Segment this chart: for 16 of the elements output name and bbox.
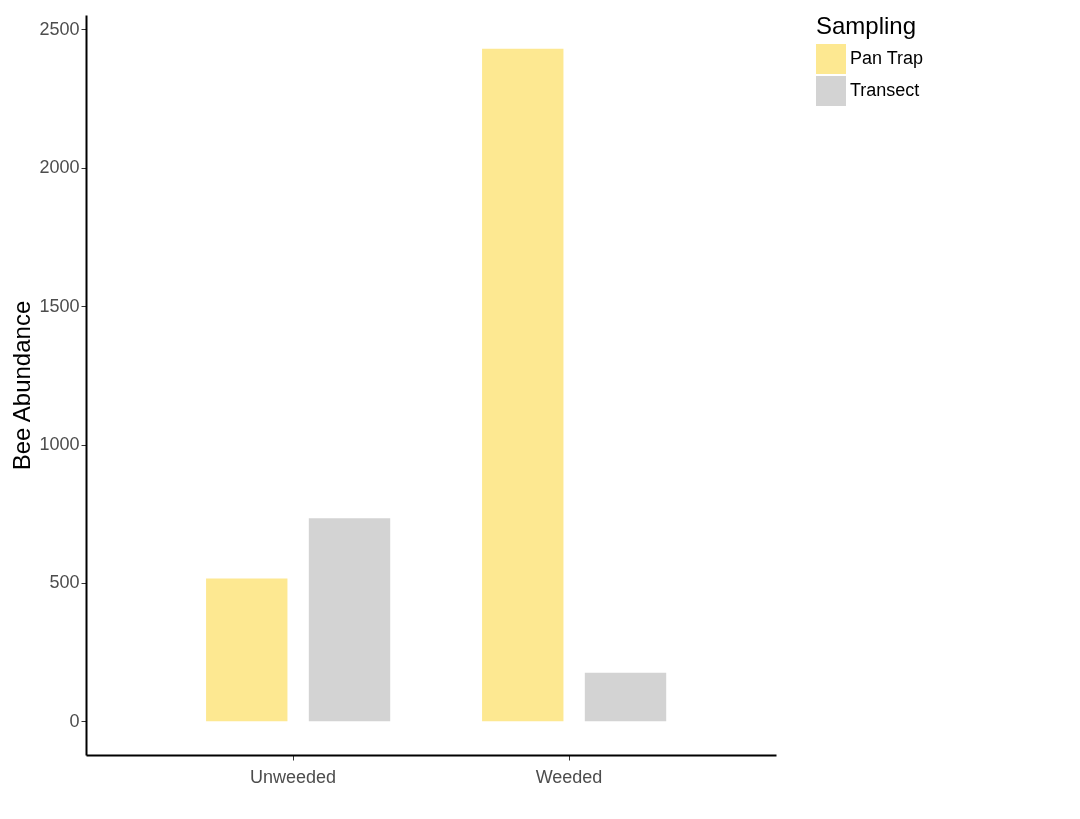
legend-title: Sampling <box>816 12 917 39</box>
y-tick-label: 2000 <box>39 157 80 178</box>
bar <box>206 578 288 722</box>
y-tick-label: 1000 <box>39 434 80 455</box>
legend-label: Transect <box>850 80 920 100</box>
x-tick-label: Unweeded <box>249 766 337 787</box>
y-tick-label: 0 <box>69 710 80 731</box>
bar <box>584 672 667 722</box>
legend-label: Pan Trap <box>850 48 924 68</box>
y-axis-title: Bee Abundance <box>8 300 36 471</box>
y-tick-label: 500 <box>49 572 80 593</box>
y-tick-label: 1500 <box>39 295 80 316</box>
x-tick-label: Weeded <box>535 766 603 787</box>
y-tick-label: 2500 <box>39 18 80 39</box>
bar <box>308 518 391 722</box>
bar <box>482 48 564 722</box>
